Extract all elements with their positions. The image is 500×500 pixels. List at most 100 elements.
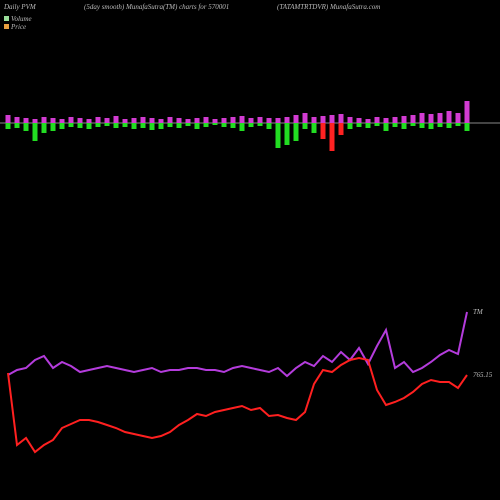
- volume-up-bar: [329, 115, 335, 123]
- volume-down-bar: [167, 123, 173, 127]
- volume-up-bar: [446, 111, 452, 123]
- volume-up-bar: [347, 117, 353, 123]
- volume-up-bar: [383, 118, 389, 123]
- volume-down-bar: [392, 123, 398, 127]
- volume-down-bar: [230, 123, 236, 128]
- volume-down-bar: [59, 123, 65, 129]
- chart-title: Daily PVM: [3, 3, 37, 11]
- volume-up-bar: [311, 117, 317, 123]
- volume-down-bar: [428, 123, 434, 129]
- volume-down-bar: [266, 123, 272, 129]
- volume-up-bar: [293, 115, 299, 123]
- volume-up-bar: [77, 118, 83, 123]
- line: [7, 311, 468, 378]
- volume-up-bar: [401, 116, 407, 123]
- volume-down-bar: [194, 123, 200, 129]
- volume-down-bar: [320, 123, 326, 139]
- volume-down-bar: [338, 123, 344, 135]
- volume-up-bar: [140, 117, 146, 123]
- volume-down-bar: [329, 123, 335, 151]
- volume-up-bar: [194, 118, 200, 123]
- volume-up-bar: [86, 119, 92, 123]
- volume-down-bar: [464, 123, 470, 131]
- volume-down-bar: [248, 123, 254, 127]
- volume-down-bar: [68, 123, 74, 127]
- volume-up-bar: [248, 118, 254, 123]
- volume-up-bar: [212, 119, 218, 123]
- volume-up-bar: [203, 117, 209, 123]
- volume-up-bar: [23, 118, 29, 123]
- volume-up-bar: [284, 117, 290, 123]
- volume-up-bar: [365, 119, 371, 123]
- volume-down-bar: [122, 123, 128, 127]
- volume-down-bar: [302, 123, 308, 129]
- volume-down-bar: [221, 123, 227, 127]
- volume-down-bar: [176, 123, 182, 128]
- volume-up-bar: [419, 113, 425, 123]
- volume-up-bar: [257, 117, 263, 123]
- line-end-label: 765.15: [473, 371, 493, 379]
- volume-down-bar: [203, 123, 209, 127]
- volume-up-bar: [95, 117, 101, 123]
- volume-down-bar: [284, 123, 290, 145]
- volume-up-bar: [410, 115, 416, 123]
- legend-swatch: [4, 16, 9, 21]
- volume-down-bar: [32, 123, 38, 141]
- volume-up-bar: [428, 114, 434, 123]
- chart-subtitle: (5day smooth) MunafaSutra(TM) charts for…: [84, 3, 229, 11]
- volume-down-bar: [311, 123, 317, 133]
- legend-swatch: [4, 24, 9, 29]
- line-end-label: TM: [473, 308, 484, 316]
- volume-down-bar: [5, 123, 11, 129]
- volume-up-bar: [59, 119, 65, 123]
- volume-down-bar: [149, 123, 155, 130]
- volume-up-bar: [131, 118, 137, 123]
- volume-up-bar: [5, 115, 11, 123]
- volume-up-bar: [455, 113, 461, 123]
- volume-down-bar: [185, 123, 191, 126]
- volume-down-bar: [356, 123, 362, 127]
- volume-down-bar: [212, 123, 218, 125]
- volume-up-bar: [185, 119, 191, 123]
- volume-up-bar: [50, 118, 56, 123]
- volume-down-bar: [446, 123, 452, 128]
- volume-down-bar: [383, 123, 389, 131]
- volume-down-bar: [275, 123, 281, 148]
- volume-down-bar: [437, 123, 443, 127]
- volume-up-bar: [104, 118, 110, 123]
- chart-source: (TATAMTRTDVR) MunafaSutra.com: [277, 3, 380, 11]
- volume-up-bar: [32, 119, 38, 123]
- volume-down-bar: [374, 123, 380, 126]
- volume-down-bar: [239, 123, 245, 131]
- volume-down-bar: [257, 123, 263, 126]
- volume-up-bar: [266, 118, 272, 123]
- volume-down-bar: [293, 123, 299, 141]
- volume-down-bar: [365, 123, 371, 128]
- volume-up-bar: [338, 114, 344, 123]
- volume-up-bar: [392, 117, 398, 123]
- volume-down-bar: [50, 123, 56, 131]
- volume-down-bar: [455, 123, 461, 126]
- volume-down-bar: [410, 123, 416, 126]
- volume-up-bar: [158, 119, 164, 123]
- volume-down-bar: [158, 123, 164, 129]
- volume-up-bar: [68, 117, 74, 123]
- line: [7, 356, 468, 454]
- volume-up-bar: [14, 117, 20, 123]
- volume-down-bar: [104, 123, 110, 126]
- volume-down-bar: [419, 123, 425, 128]
- volume-up-bar: [167, 117, 173, 123]
- legend-label: Volume: [11, 15, 32, 23]
- volume-up-bar: [41, 117, 47, 123]
- volume-up-bar: [464, 101, 470, 123]
- volume-up-bar: [176, 118, 182, 123]
- volume-up-bar: [113, 116, 119, 123]
- volume-down-bar: [347, 123, 353, 129]
- volume-up-bar: [221, 118, 227, 123]
- volume-up-bar: [374, 117, 380, 123]
- volume-down-bar: [14, 123, 20, 128]
- volume-up-bar: [239, 116, 245, 123]
- volume-up-bar: [320, 116, 326, 123]
- volume-down-bar: [77, 123, 83, 128]
